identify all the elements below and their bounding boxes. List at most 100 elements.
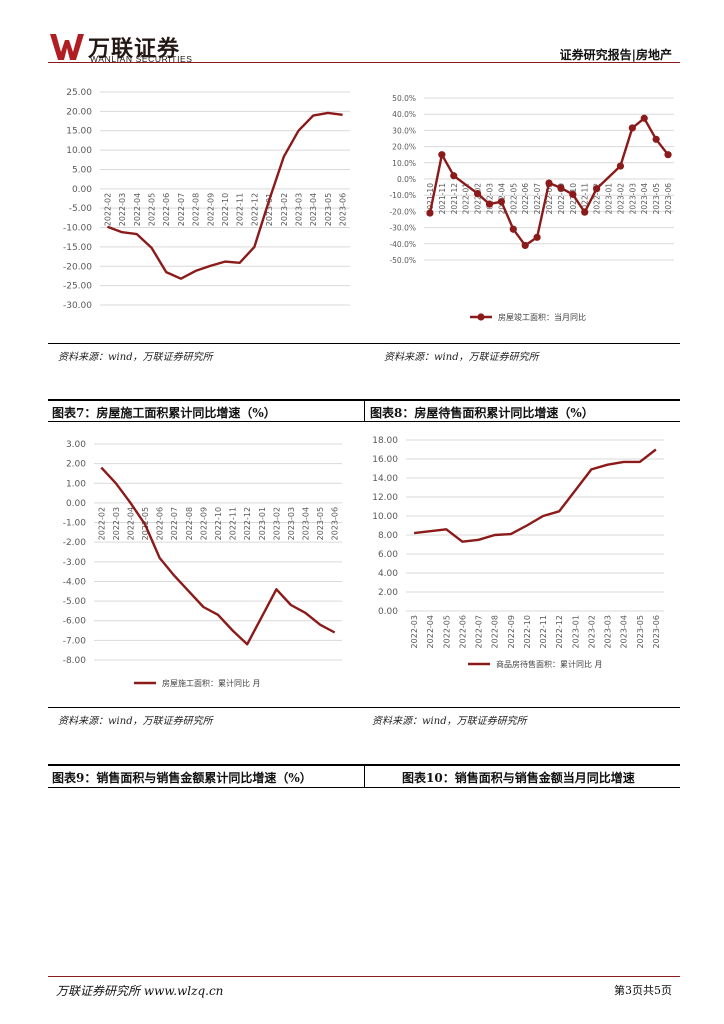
x-tick-label: 2023-03 <box>604 615 613 648</box>
y-tick-label: 1.00 <box>66 479 86 489</box>
y-tick-label: -6.00 <box>63 617 87 627</box>
y-tick-label: -10.0% <box>389 191 416 200</box>
divider <box>364 764 365 787</box>
y-tick-label: 5.00 <box>72 165 92 175</box>
x-tick-label: 2022-11 <box>581 183 590 215</box>
data-point <box>569 190 577 198</box>
x-tick-label: 2022-04 <box>126 507 135 540</box>
x-tick-label: 2023-01 <box>571 615 580 648</box>
y-tick-label: 25.00 <box>66 88 92 98</box>
x-tick-label: 2022-05 <box>442 615 451 648</box>
x-tick-label: 2022-03 <box>112 507 121 540</box>
y-tick-label: 20.00 <box>66 107 92 117</box>
y-tick-label: -3.00 <box>63 558 87 568</box>
x-tick-label: 2022-07 <box>170 507 179 540</box>
data-point <box>557 184 565 192</box>
x-tick-label: 2022-08 <box>185 507 194 540</box>
y-tick-label: -10.00 <box>63 224 92 234</box>
y-tick-label: -50.0% <box>389 256 416 265</box>
data-point <box>616 162 625 170</box>
data-point <box>581 208 589 216</box>
x-tick-label: 2022-09 <box>199 507 208 540</box>
series-line <box>100 466 336 646</box>
x-tick-label: 2022-02 <box>97 507 106 540</box>
y-tick-label: 2.00 <box>66 460 86 470</box>
divider <box>364 399 365 421</box>
source-note: 资料来源：wind，万联证券研究所 <box>384 352 539 363</box>
x-tick-label: 2022-04 <box>426 615 435 648</box>
y-tick-label: -5.00 <box>69 204 93 214</box>
x-tick-label: 2022-07 <box>533 183 542 215</box>
y-tick-label: -40.0% <box>389 240 416 249</box>
x-tick-label: 2021-11 <box>438 183 447 215</box>
figure-caption: 图表10：销售面积与销售金额当月同比增速 <box>402 771 635 785</box>
source-note: 资料来源：wind，万联证券研究所 <box>58 716 213 727</box>
logo-subtext: WANLIAN SECURITIES <box>90 54 193 64</box>
data-point <box>485 200 494 208</box>
x-tick-label: 2022-06 <box>521 183 530 215</box>
footer-divider <box>48 976 680 977</box>
source-note: 资料来源：wind，万联证券研究所 <box>58 352 213 363</box>
x-tick-label: 2022-12 <box>243 507 252 540</box>
y-tick-label: -15.00 <box>63 243 92 253</box>
x-tick-label: 2023-04 <box>309 193 318 226</box>
x-tick-label: 2023-06 <box>652 615 661 648</box>
source-note: 资料来源：wind，万联证券研究所 <box>372 716 527 727</box>
data-point <box>497 198 505 206</box>
y-tick-label: 0.00 <box>72 185 92 195</box>
x-tick-label: 2023-06 <box>664 183 673 215</box>
x-tick-label: 2023-02 <box>280 193 289 226</box>
x-tick-label: 2022-09 <box>557 183 566 215</box>
x-tick-label: 2022-08 <box>491 615 500 648</box>
x-tick-label: 2022-06 <box>162 193 171 226</box>
data-point <box>438 151 446 159</box>
x-tick-label: 2022-02 <box>474 183 483 215</box>
data-point <box>628 124 636 132</box>
data-point <box>545 179 553 187</box>
header-divider <box>48 62 680 63</box>
series-line <box>106 111 343 280</box>
x-tick-label: 2022-01 <box>462 183 471 215</box>
x-tick-label: 2022-08 <box>192 193 201 226</box>
x-tick-label: 2022-10 <box>523 615 532 648</box>
x-tick-label: 2023-04 <box>640 183 649 215</box>
x-tick-label: 2022-10 <box>221 193 230 226</box>
x-tick-label: 2022-02 <box>103 193 112 226</box>
y-tick-label: -30.00 <box>63 301 92 311</box>
x-tick-label: 2022-12 <box>593 183 602 215</box>
x-tick-label: 2023-02 <box>587 615 596 648</box>
x-tick-label: 2021-10 <box>426 183 435 215</box>
y-tick-label: 14.00 <box>372 474 398 484</box>
page-number: 第3页共5页 <box>614 984 672 997</box>
y-tick-label: 4.00 <box>378 569 398 579</box>
x-tick-label: 2023-06 <box>339 193 348 226</box>
y-tick-label: -30.0% <box>389 224 416 233</box>
chart-2: 50.0% 40.0% 30.0% 20.0% 10.0% 0.0% -10.0% -20.0… <box>389 94 674 322</box>
figure-caption: 图表9：销售面积与销售金额累计同比增速（%） <box>52 771 312 785</box>
x-tick-label: 2023-05 <box>324 193 333 226</box>
x-tick-label: 2023-01 <box>265 193 274 226</box>
x-tick-label: 2023-02 <box>272 507 281 540</box>
report-type: 证券研究报告|房地产 <box>559 48 672 62</box>
series-line <box>413 448 657 543</box>
x-tick-label: 2022-10 <box>214 507 223 540</box>
x-tick-label: 2023-05 <box>652 183 661 215</box>
x-tick-label: 2022-11 <box>539 615 548 648</box>
y-tick-label: 6.00 <box>378 550 398 560</box>
y-tick-label: -2.00 <box>63 538 87 548</box>
x-tick-label: 2023-04 <box>302 507 311 540</box>
chart-3: 3.00 2.00 1.00 0.00 -1.00 -2.00 -3.00 -4.00 -5.0… <box>63 440 342 688</box>
x-tick-label: 2022-03 <box>118 193 127 226</box>
chart-4: 18.00 16.00 14.00 12.00 10.00 8.00 6.00 4.00 2.0… <box>372 436 664 669</box>
legend-label: 房屋施工面积：累计同比 月 <box>162 678 261 688</box>
x-tick-label: 2022-08 <box>545 183 554 215</box>
y-tick-label: 0.00 <box>378 607 398 617</box>
y-tick-label: 30.0% <box>392 126 416 135</box>
x-tick-label: 2023-01 <box>605 183 614 215</box>
x-tick-label: 2023-06 <box>331 507 340 540</box>
x-tick-label: 2022-05 <box>147 193 156 226</box>
y-tick-label: -7.00 <box>63 636 87 646</box>
figure-caption: 图表8：房屋待售面积累计同比增速（%） <box>370 406 594 420</box>
y-tick-label: 16.00 <box>372 455 398 465</box>
divider <box>48 787 680 788</box>
